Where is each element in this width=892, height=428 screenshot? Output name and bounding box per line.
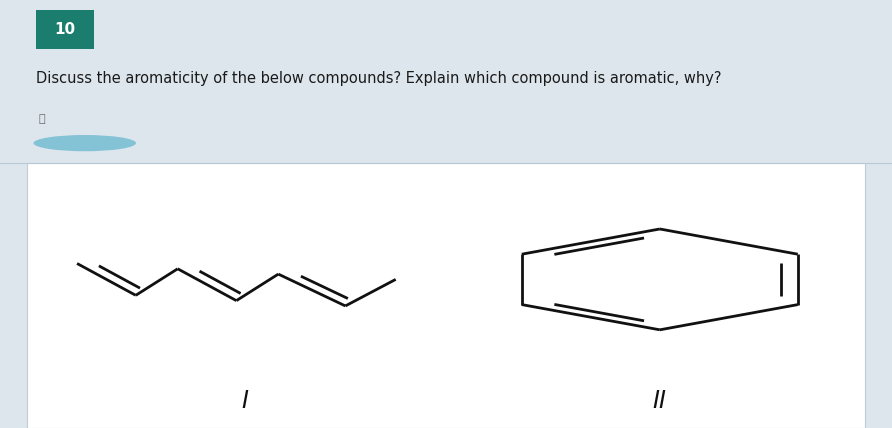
- Text: 10: 10: [54, 22, 76, 37]
- FancyBboxPatch shape: [36, 10, 94, 49]
- Text: ⧈: ⧈: [38, 114, 45, 124]
- Text: II: II: [653, 389, 667, 413]
- Ellipse shape: [33, 135, 136, 151]
- Text: Discuss the aromaticity of the below compounds? Explain which compound is aromat: Discuss the aromaticity of the below com…: [36, 71, 721, 86]
- Text: I: I: [241, 389, 248, 413]
